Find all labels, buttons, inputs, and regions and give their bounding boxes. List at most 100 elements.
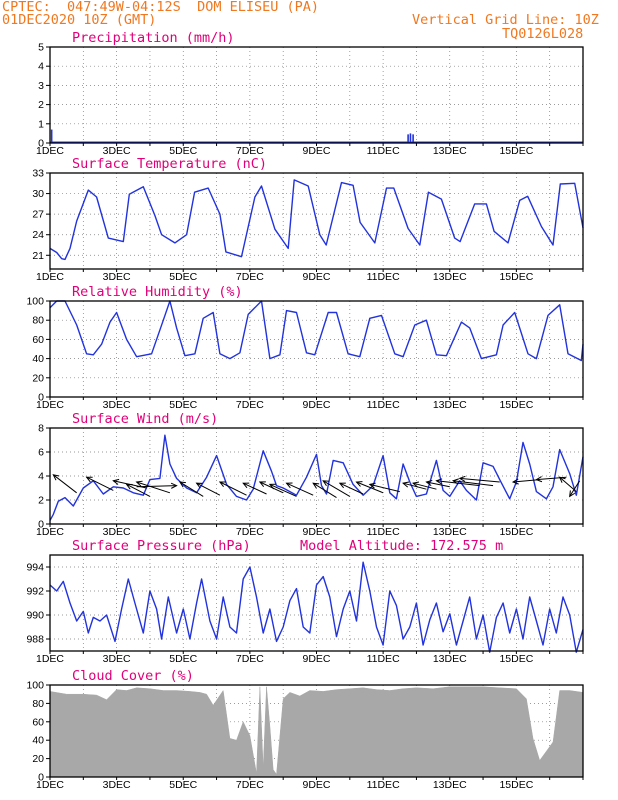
y-tick-label: 2: [38, 495, 44, 507]
x-tick-label: 11DEC: [367, 779, 400, 791]
x-tick-label: 7DEC: [236, 271, 264, 283]
wind-arrow-head: [125, 483, 133, 490]
run-code: TQ0126L028: [502, 26, 584, 42]
series-0: [50, 129, 583, 143]
x-tick-label: 5DEC: [169, 145, 197, 157]
wind-arrow-shaft: [219, 481, 247, 496]
series-4: [49, 561, 584, 653]
x-tick-label: 5DEC: [169, 526, 197, 538]
x-tick-label: 7DEC: [236, 779, 264, 791]
wind-arrow-shaft: [312, 482, 337, 499]
x-tick-label: 1DEC: [36, 526, 64, 538]
y-tick-label: 40: [32, 735, 44, 747]
y-tick-label: 8: [38, 423, 44, 435]
x-tick-label: 1DEC: [36, 399, 64, 411]
wind-arrow-shaft: [196, 482, 221, 496]
x-tick-label: 9DEC: [302, 145, 330, 157]
wind-arrow-head: [178, 481, 186, 488]
wind-arrow-head: [368, 482, 376, 489]
x-tick-label: 11DEC: [367, 526, 400, 538]
wind-arrow-shaft: [339, 482, 364, 495]
y-tick-label: 0: [38, 519, 44, 531]
x-tick-label: 13DEC: [433, 653, 467, 665]
x-tick-label: 9DEC: [302, 779, 330, 791]
wind-arrow-head: [425, 480, 433, 487]
wind-arrow-shaft: [369, 483, 400, 493]
wind-arrow-shaft: [453, 480, 494, 487]
series-1: [49, 179, 584, 261]
wind-arrow-shaft: [286, 482, 314, 496]
wind-arrow-head: [511, 478, 519, 485]
x-tick-label: 3DEC: [103, 779, 131, 791]
x-tick-label: 7DEC: [236, 653, 264, 665]
panel-title: Surface Wind (m/s): [72, 411, 218, 427]
wind-arrow-shaft: [426, 481, 450, 488]
wind-arrow-head: [268, 483, 276, 490]
y-tick-label: 988: [26, 634, 44, 646]
precip-bar: [50, 129, 53, 143]
x-tick-label: 1DEC: [36, 653, 64, 665]
x-tick-label: 5DEC: [169, 653, 197, 665]
precip-bar: [407, 134, 409, 143]
panel-title: Surface Pressure (hPa): [72, 538, 251, 554]
wind-arrow-head: [285, 482, 293, 489]
x-tick-label: 9DEC: [302, 653, 330, 665]
wind-arrow-shaft: [436, 480, 480, 487]
wind-arrow-head: [195, 482, 203, 489]
x-tick-label: 1DEC: [36, 145, 64, 157]
wind-arrow-shaft: [243, 482, 267, 495]
wind-arrow-shaft: [136, 481, 171, 494]
x-tick-label: 13DEC: [433, 779, 467, 791]
x-tick-label: 3DEC: [103, 145, 131, 157]
wind-arrow-head: [558, 476, 566, 483]
wind-arrow-head: [322, 480, 330, 487]
wind-arrow-head: [85, 476, 93, 483]
wind-arrow-shaft: [402, 482, 427, 490]
x-tick-label: 1DEC: [36, 271, 64, 283]
y-tick-label: 4: [38, 61, 44, 73]
y-tick-label: 21: [32, 250, 44, 262]
y-tick-label: 994: [26, 562, 44, 574]
x-tick-label: 13DEC: [433, 399, 467, 411]
x-tick-label: 3DEC: [103, 526, 131, 538]
wind-arrow-head: [338, 482, 346, 489]
y-tick-label: 0: [38, 772, 44, 784]
x-tick-label: 11DEC: [367, 399, 400, 411]
x-tick-label: 11DEC: [367, 271, 400, 283]
series-3: [49, 434, 584, 521]
x-tick-label: 15DEC: [499, 653, 533, 665]
wind-arrow-head: [52, 474, 60, 481]
x-tick-label: 9DEC: [302, 399, 330, 411]
x-tick-label: 5DEC: [169, 779, 197, 791]
x-tick-label: 15DEC: [499, 526, 533, 538]
y-tick-label: 24: [32, 229, 44, 241]
y-tick-label: 80: [32, 315, 44, 327]
x-tick-label: 15DEC: [499, 399, 533, 411]
y-tick-label: 6: [38, 447, 44, 459]
y-tick-label: 60: [32, 334, 44, 346]
y-tick-label: 4: [38, 471, 44, 483]
x-tick-label: 1DEC: [36, 779, 64, 791]
x-tick-label: 5DEC: [169, 271, 197, 283]
x-tick-label: 9DEC: [302, 271, 330, 283]
y-tick-label: 27: [32, 209, 44, 221]
wind-arrow-head: [135, 480, 143, 487]
y-tick-label: 100: [26, 680, 44, 692]
series-line: [49, 434, 584, 521]
x-tick-label: 13DEC: [433, 145, 467, 157]
x-tick-label: 5DEC: [169, 399, 197, 411]
wind-arrow-shaft: [269, 483, 297, 497]
wind-arrow-shaft: [322, 480, 351, 497]
wind-arrow-shaft: [126, 483, 151, 497]
wind-arrow-shaft: [136, 485, 177, 488]
y-tick-label: 0: [38, 392, 44, 404]
y-tick-label: 100: [26, 296, 44, 308]
wind-arrow-head: [242, 482, 250, 489]
wind-arrow-head: [170, 482, 178, 489]
cloud-area: [49, 686, 584, 778]
x-tick-label: 7DEC: [236, 399, 264, 411]
wind-arrow-shaft: [259, 481, 284, 494]
station-header: CPTEC: 047:49W-04:12S DOM ELISEU (PA): [2, 0, 319, 15]
y-tick-label: 40: [32, 353, 44, 365]
series-5: [49, 686, 584, 778]
